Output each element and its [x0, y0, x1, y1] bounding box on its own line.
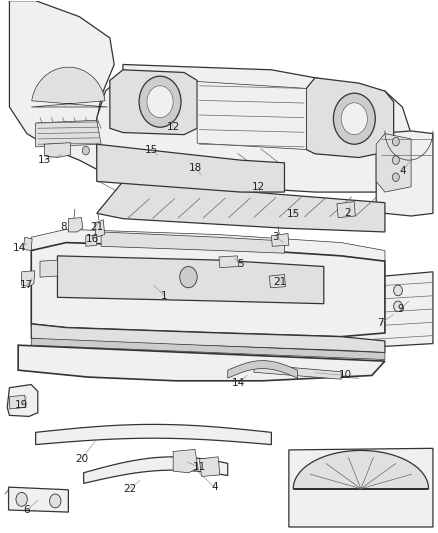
- Text: 22: 22: [123, 484, 136, 494]
- Text: 12: 12: [166, 122, 180, 132]
- Text: 19: 19: [15, 400, 28, 410]
- Polygon shape: [269, 274, 286, 288]
- Polygon shape: [228, 361, 297, 378]
- Polygon shape: [7, 384, 38, 416]
- Circle shape: [376, 298, 385, 309]
- Polygon shape: [18, 345, 385, 381]
- Circle shape: [341, 103, 367, 135]
- Text: 2: 2: [345, 208, 351, 219]
- Text: 12: 12: [252, 182, 265, 192]
- Polygon shape: [35, 120, 101, 147]
- Text: 13: 13: [38, 155, 51, 165]
- Text: 17: 17: [20, 280, 34, 290]
- Text: 18: 18: [188, 163, 201, 173]
- Polygon shape: [219, 256, 239, 268]
- Polygon shape: [97, 181, 385, 232]
- Polygon shape: [68, 217, 83, 232]
- Polygon shape: [95, 220, 105, 237]
- Polygon shape: [40, 260, 57, 277]
- Polygon shape: [57, 256, 324, 304]
- Polygon shape: [31, 324, 385, 353]
- Polygon shape: [21, 271, 35, 287]
- Circle shape: [376, 282, 385, 293]
- Text: 21: 21: [273, 278, 287, 287]
- Polygon shape: [35, 424, 272, 445]
- Circle shape: [392, 138, 399, 146]
- Polygon shape: [10, 1, 132, 176]
- Text: 7: 7: [377, 318, 384, 328]
- Polygon shape: [9, 487, 68, 512]
- Polygon shape: [23, 237, 32, 251]
- Circle shape: [394, 301, 403, 312]
- Circle shape: [180, 266, 197, 288]
- Circle shape: [333, 93, 375, 144]
- Circle shape: [392, 156, 399, 165]
- Polygon shape: [173, 449, 198, 473]
- Circle shape: [82, 147, 89, 155]
- Text: 5: 5: [237, 259, 244, 269]
- Polygon shape: [272, 233, 289, 246]
- Polygon shape: [84, 457, 228, 483]
- Polygon shape: [44, 143, 71, 158]
- Polygon shape: [376, 131, 433, 216]
- Text: 4: 4: [211, 482, 218, 492]
- Polygon shape: [31, 67, 108, 107]
- Text: 15: 15: [145, 144, 158, 155]
- Circle shape: [16, 492, 27, 506]
- Polygon shape: [306, 78, 394, 158]
- Polygon shape: [110, 70, 197, 135]
- Text: 1: 1: [161, 290, 168, 301]
- Polygon shape: [289, 448, 433, 527]
- Text: 10: 10: [339, 370, 352, 381]
- Polygon shape: [31, 229, 385, 261]
- Text: 21: 21: [90, 222, 103, 232]
- Text: 9: 9: [397, 304, 403, 314]
- Circle shape: [139, 76, 181, 127]
- Polygon shape: [31, 243, 385, 337]
- Polygon shape: [97, 64, 411, 192]
- Circle shape: [49, 494, 61, 508]
- Text: 11: 11: [193, 463, 206, 472]
- Text: 20: 20: [75, 454, 88, 464]
- Polygon shape: [341, 272, 433, 349]
- Text: 3: 3: [272, 232, 279, 243]
- Circle shape: [394, 285, 403, 296]
- Text: 16: 16: [86, 234, 99, 244]
- Polygon shape: [101, 232, 285, 253]
- Circle shape: [392, 173, 399, 181]
- Text: 4: 4: [399, 166, 406, 176]
- Polygon shape: [86, 236, 97, 246]
- Polygon shape: [97, 144, 285, 192]
- Polygon shape: [376, 134, 411, 192]
- Text: 6: 6: [24, 505, 30, 515]
- Polygon shape: [10, 395, 26, 409]
- Polygon shape: [31, 338, 385, 360]
- Text: 14: 14: [12, 243, 26, 253]
- Polygon shape: [337, 201, 355, 217]
- Text: 15: 15: [286, 209, 300, 220]
- Polygon shape: [254, 365, 341, 379]
- Polygon shape: [199, 457, 220, 477]
- Text: 8: 8: [61, 222, 67, 232]
- Polygon shape: [197, 82, 306, 150]
- Polygon shape: [293, 450, 428, 489]
- Text: 14: 14: [232, 378, 245, 389]
- Circle shape: [147, 86, 173, 118]
